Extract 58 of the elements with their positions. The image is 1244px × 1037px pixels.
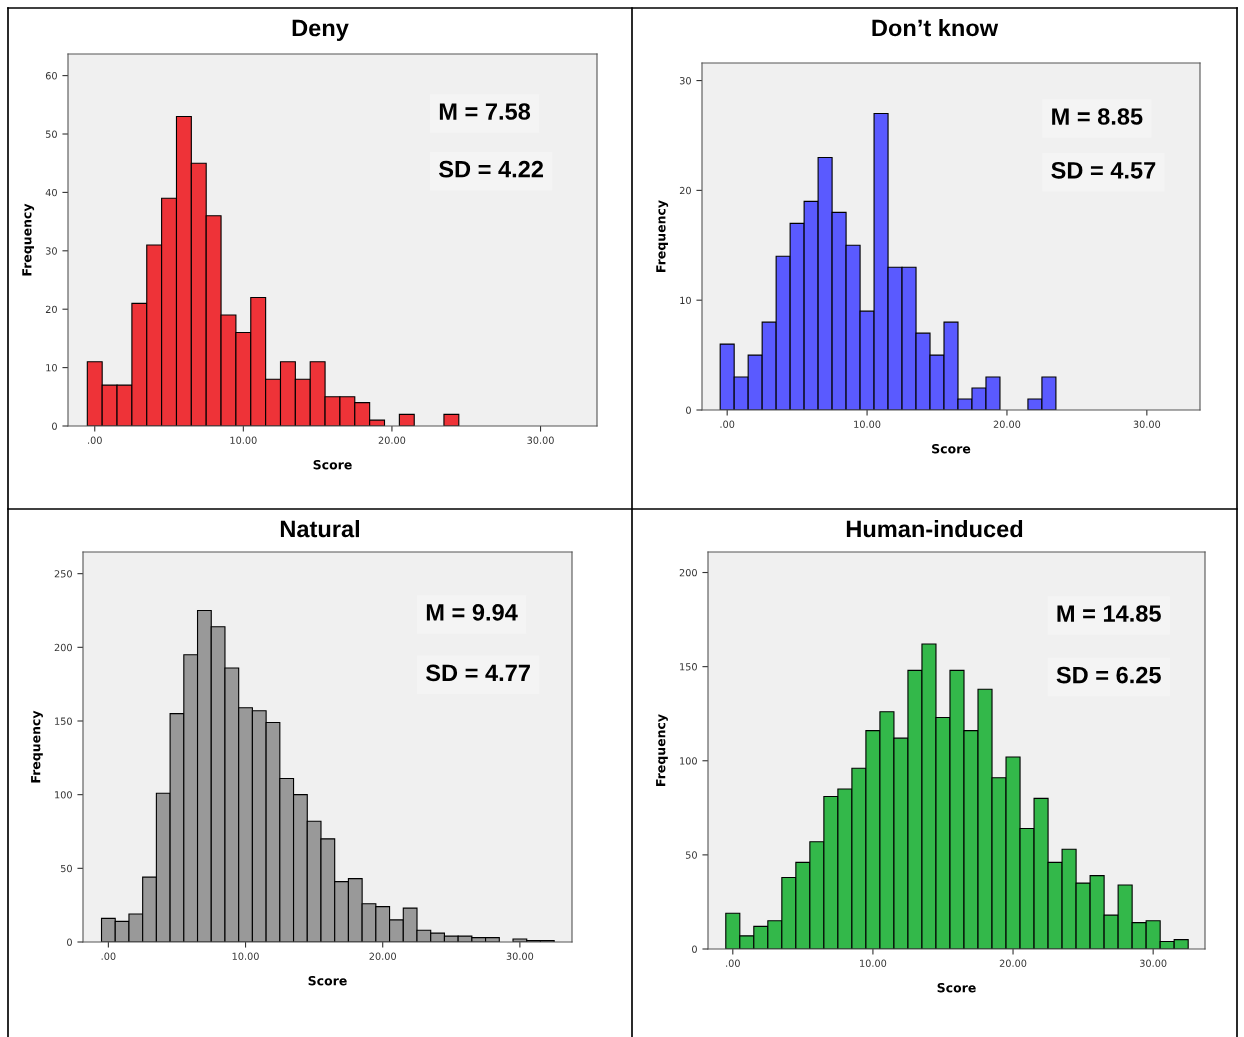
x-tick-label: 20.00 <box>993 420 1021 428</box>
annotation: SD = 6.25 <box>1056 666 1161 684</box>
y-tick-label: 20 <box>45 305 57 314</box>
x-tick-label: 30.00 <box>1139 959 1167 967</box>
x-tick-label: 10.00 <box>854 420 881 428</box>
y-tick-label: 0 <box>692 945 697 953</box>
x-tick-label: .00 <box>101 952 116 960</box>
y-axis-title: Frequency <box>31 710 43 783</box>
annotation: M = 7.58 <box>439 103 531 120</box>
y-tick-label: 50 <box>685 851 697 859</box>
y-tick-label: 50 <box>60 864 72 873</box>
y-tick-label: 30 <box>45 247 57 255</box>
annotation: M = 14.85 <box>1057 605 1161 622</box>
y-tick-label: 0 <box>67 938 72 946</box>
annotation: M = 9.94 <box>426 604 518 621</box>
y-tick-label: 100 <box>680 757 697 765</box>
y-axis-title: Frequency <box>656 200 669 272</box>
annotation: SD = 4.77 <box>425 664 530 682</box>
x-axis-title: Score <box>313 459 352 470</box>
x-tick-label: .00 <box>88 436 102 444</box>
x-axis-title: Score <box>937 982 976 993</box>
annotation: SD = 4.57 <box>1051 161 1156 179</box>
x-tick-label: 10.00 <box>860 959 887 967</box>
y-tick-label: 200 <box>679 569 697 577</box>
y-tick-label: 0 <box>52 422 57 430</box>
y-tick-label: 10 <box>680 296 691 305</box>
x-tick-label: 10.00 <box>232 952 259 960</box>
y-tick-label: 50 <box>45 130 57 138</box>
x-tick-label: 20.00 <box>999 959 1027 967</box>
y-axis-title: Frequency <box>656 714 668 786</box>
x-tick-label: 20.00 <box>369 952 396 960</box>
y-tick-label: 60 <box>45 72 57 80</box>
y-tick-label: 0 <box>686 406 691 414</box>
x-axis-title: Score <box>932 443 971 454</box>
y-tick-label: 100 <box>55 791 72 799</box>
chart-title: Natural <box>280 519 359 538</box>
y-tick-label: 150 <box>55 717 72 725</box>
chart-title: Don’t know <box>872 19 999 37</box>
annotation: SD = 4.22 <box>438 160 544 178</box>
y-tick-label: 200 <box>54 643 72 652</box>
y-tick-label: 20 <box>679 186 691 195</box>
x-tick-label: 20.00 <box>378 436 406 444</box>
y-tick-label: 250 <box>54 570 72 578</box>
x-tick-label: 30.00 <box>527 436 554 444</box>
x-tick-label: .00 <box>726 959 740 967</box>
y-tick-label: 40 <box>45 188 57 197</box>
x-tick-label: 10.00 <box>230 436 257 444</box>
chart-title: Deny <box>292 19 349 41</box>
x-tick-label: 30.00 <box>1133 420 1161 428</box>
y-axis-title: Frequency <box>22 203 35 276</box>
y-tick-label: 10 <box>46 364 57 372</box>
y-tick-label: 30 <box>679 77 691 85</box>
annotation: M = 8.85 <box>1052 108 1143 125</box>
x-tick-label: 30.00 <box>506 952 534 960</box>
y-tick-label: 150 <box>680 663 697 671</box>
x-tick-label: .00 <box>720 420 735 428</box>
x-axis-title: Score <box>308 975 347 986</box>
chart-title: Human-induced <box>846 519 1023 538</box>
